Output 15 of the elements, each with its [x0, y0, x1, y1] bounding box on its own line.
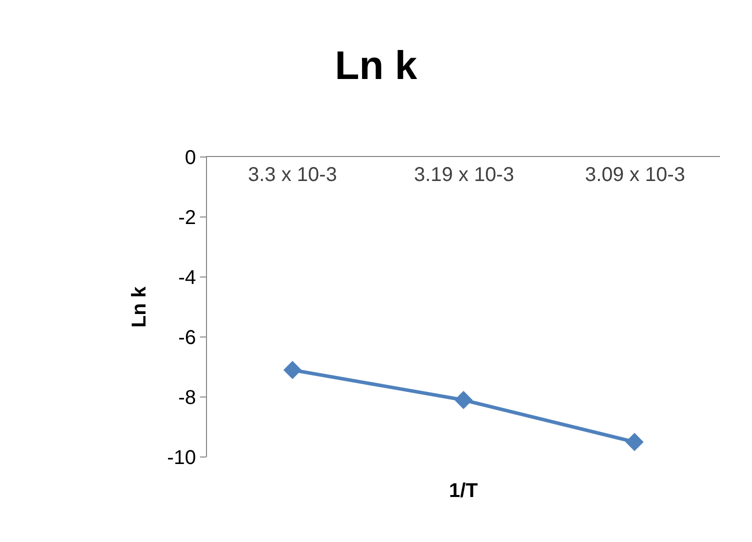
y-tick-label: -4 — [178, 267, 196, 289]
y-tick-label: 0 — [184, 147, 196, 169]
y-tick-label: -2 — [178, 207, 196, 229]
y-axis-title: Ln k — [128, 286, 151, 328]
chart-title: Ln k — [334, 44, 418, 88]
y-tick-label: -8 — [178, 387, 196, 409]
x-axis-title: 1/T — [449, 480, 478, 502]
x-tick-label: 3.3 x 10-3 — [248, 164, 337, 186]
y-tick-label: -10 — [167, 447, 196, 469]
point — [625, 432, 644, 452]
point — [454, 390, 473, 410]
point — [283, 360, 302, 380]
x-tick-label: 3.19 x 10-3 — [414, 164, 514, 186]
y-tick-label: -6 — [178, 327, 196, 349]
x-tick-label: 3.09 x 10-3 — [585, 164, 686, 186]
